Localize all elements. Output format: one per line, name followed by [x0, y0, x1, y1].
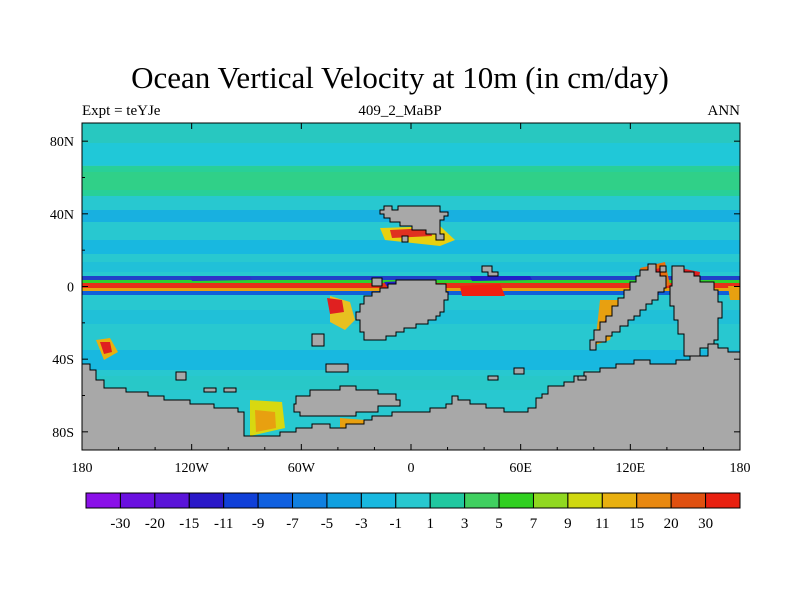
downwelling-band-south	[82, 350, 740, 370]
colorbar-label: -5	[321, 516, 334, 532]
colorbar: -30 -20 -15 -11 -9 -7 -5 -3 -1 1 3 5 7 9 11 15 20 30	[85, 492, 741, 532]
y-tick-label: 80S	[52, 426, 74, 441]
island-far-west	[175, 371, 187, 381]
colorbar-label: 3	[461, 516, 469, 532]
off-equator-downwelling-north	[82, 276, 740, 280]
landmass-antarctica	[82, 343, 740, 450]
colorbar-swatch	[188, 492, 225, 509]
tropical-band	[82, 262, 740, 272]
colorbar-swatch	[154, 492, 190, 509]
subtropical-core-north	[82, 172, 740, 190]
colorbar-label: -1	[390, 516, 403, 532]
y-tick-label: 80N	[50, 135, 74, 150]
island-south-2	[513, 367, 525, 375]
season-label: ANN	[707, 103, 741, 119]
arctic-band	[82, 123, 740, 143]
x-tick-label: 0	[408, 461, 415, 476]
colorbar-swatch	[119, 492, 156, 509]
colorbar-swatch	[360, 492, 397, 509]
island-south-east	[577, 375, 587, 381]
island-south-far-west-2	[223, 387, 237, 393]
map-field	[82, 123, 740, 450]
colorbar-swatch	[326, 492, 362, 509]
colorbar-swatch	[257, 492, 294, 509]
colorbar-label: -3	[355, 516, 368, 532]
colorbar-label: 5	[495, 516, 503, 532]
colorbar-label: 1	[426, 516, 434, 532]
colorbar-label: -11	[214, 516, 233, 532]
colorbar-label: -7	[286, 516, 299, 532]
colorbar-label: -20	[145, 516, 165, 532]
colorbar-swatch	[223, 492, 259, 509]
colorbar-swatch	[85, 492, 121, 509]
x-tick-label: 60E	[509, 461, 532, 476]
x-tick-label: 180	[730, 461, 751, 476]
colorbar-label: 9	[564, 516, 572, 532]
landmass-north-america	[379, 205, 449, 241]
x-tick-label: 180	[72, 461, 93, 476]
colorbar-swatch	[601, 492, 638, 509]
landmass-south-island	[293, 385, 401, 417]
x-axis: 180 120W 60W 0 60E 120E 180	[72, 123, 751, 476]
y-axis: 80N 40N 0 40S 80S	[50, 135, 740, 441]
colorbar-label: 11	[595, 516, 609, 532]
colorbar-swatch	[292, 492, 328, 509]
land-masses	[82, 205, 740, 450]
island-southwest	[325, 363, 349, 373]
island-south-far-west-1	[203, 387, 217, 393]
island-west-central	[311, 333, 325, 347]
colorbar-label: 15	[629, 516, 644, 532]
island-east	[659, 265, 667, 273]
colorbar-label: 7	[530, 516, 538, 532]
colorbar-swatch	[670, 492, 707, 509]
colorbar-label: -15	[179, 516, 199, 532]
colorbar-swatch	[532, 492, 569, 509]
y-tick-label: 40N	[50, 208, 74, 223]
landmass-central-continent	[355, 279, 449, 341]
y-tick-label: 40S	[52, 353, 74, 368]
colorbar-swatch	[464, 492, 500, 509]
x-tick-label: 60W	[288, 461, 316, 476]
plot-title: Ocean Vertical Velocity at 10m (in cm/da…	[131, 60, 669, 95]
island-west-equatorial	[371, 277, 383, 287]
y-tick-label: 0	[67, 281, 74, 296]
experiment-label: Expt = teYJe	[82, 103, 161, 119]
island-north-small	[401, 235, 409, 243]
colorbar-swatch	[567, 492, 603, 509]
time-label: 409_2_MaBP	[358, 103, 442, 119]
island-equatorial	[481, 265, 499, 277]
colorbar-label: 30	[698, 516, 713, 532]
colorbar-swatch	[429, 492, 466, 509]
island-south-1	[487, 375, 499, 381]
landmass-east-peninsula	[669, 265, 723, 357]
colorbar-label: -30	[110, 516, 130, 532]
downwelling-band-north-2	[82, 240, 740, 254]
colorbar-swatch	[705, 492, 741, 509]
colorbar-label: -9	[252, 516, 265, 532]
colorbar-swatch	[395, 492, 431, 509]
subpolar-band-north	[82, 143, 740, 165]
x-tick-label: 120E	[616, 461, 646, 476]
x-tick-label: 120W	[175, 461, 210, 476]
colorbar-swatch	[498, 492, 534, 509]
colorbar-swatch	[636, 492, 672, 509]
landmass-east-continent	[589, 263, 667, 351]
colorbar-label: 20	[664, 516, 679, 532]
